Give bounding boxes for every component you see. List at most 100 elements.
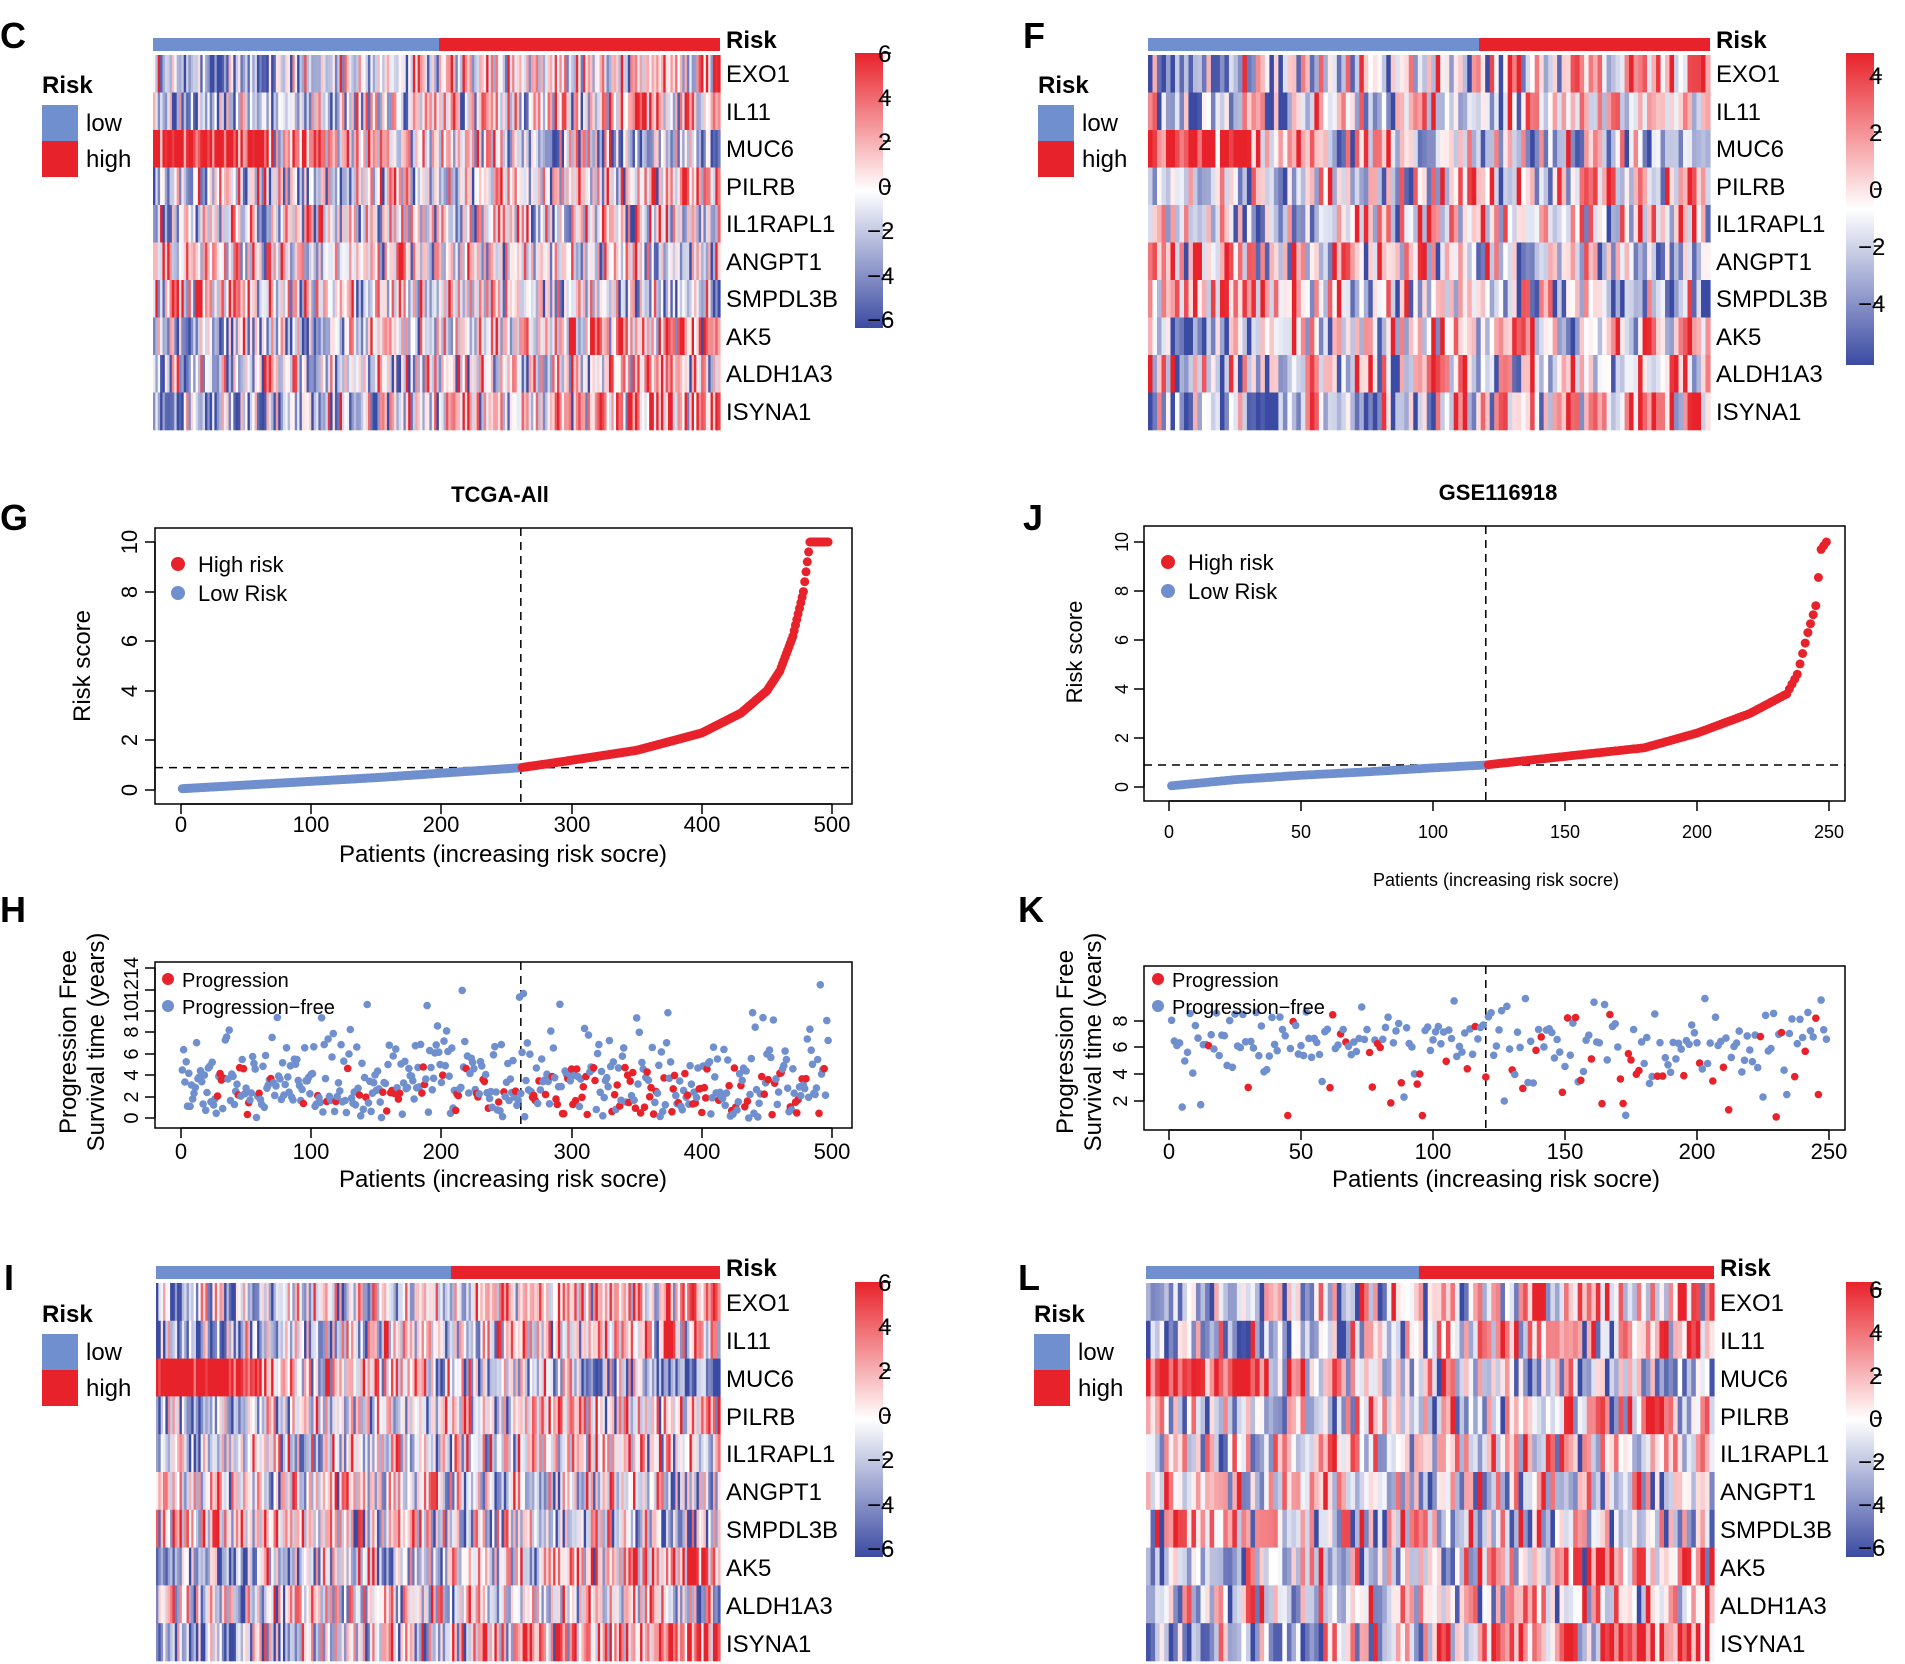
heatmap-cell: [1323, 242, 1329, 281]
progression-free-point: [358, 1059, 366, 1068]
progression-free-point: [191, 1083, 200, 1092]
x-tick-label: 50: [1291, 822, 1311, 842]
heatmap-cell: [1705, 280, 1711, 318]
heatmap-cell: [715, 280, 719, 318]
heatmap-cell: [1215, 280, 1221, 318]
heatmap-cell: [403, 205, 407, 243]
heatmap-cell: [637, 355, 641, 393]
heatmap-cell: [1539, 355, 1545, 393]
heatmap-cell: [556, 317, 560, 356]
heatmap-cell: [169, 167, 173, 206]
panel-label-j: J: [1023, 497, 1043, 538]
heatmap-cell: [351, 317, 355, 356]
heatmap-cell: [169, 92, 173, 131]
heatmap-cell: [247, 55, 251, 93]
heatmap-cell: [675, 280, 679, 318]
colorbar-ticks: 6 4 2 0 −2 −4 −6: [867, 41, 894, 334]
heatmap-cell: [580, 130, 584, 168]
heatmap-cell: [157, 317, 161, 356]
heatmap-cell: [1255, 205, 1261, 243]
heatmap-cell: [474, 55, 478, 93]
heatmap-cell: [1435, 355, 1441, 393]
heatmap-cell: [318, 92, 322, 131]
heatmap-cell: [1467, 317, 1473, 356]
heatmap-cell: [1597, 205, 1603, 243]
heatmap-cell: [337, 130, 341, 168]
heatmap-cell: [405, 167, 409, 206]
heatmap-cell: [1408, 280, 1414, 318]
heatmap-cell: [249, 242, 253, 281]
heatmap-cell: [1179, 92, 1185, 131]
progression-point: [560, 1109, 568, 1118]
heatmap-cell: [1251, 355, 1257, 393]
heatmap-cell: [1507, 242, 1513, 281]
heatmap-cell: [521, 280, 525, 318]
heatmap-cell: [634, 205, 638, 243]
heatmap-cell: [1183, 167, 1190, 206]
heatmap-cell: [538, 205, 542, 243]
heatmap-cell: [1224, 242, 1230, 281]
heatmap-cell: [419, 167, 423, 206]
progression-free-point: [767, 1053, 775, 1062]
heatmap-cell: [691, 355, 695, 393]
heatmap-cell: [238, 317, 242, 356]
heatmap-cell: [627, 280, 631, 318]
heatmap-cell: [327, 242, 331, 281]
heatmap-cell: [1255, 355, 1261, 393]
heatmap-cell: [372, 355, 376, 393]
heatmap-cell: [1359, 242, 1365, 281]
heatmap-cell: [642, 280, 645, 318]
heatmap-cell: [500, 92, 504, 131]
heatmap-cell: [637, 317, 641, 356]
heatmap-cell: [568, 242, 572, 281]
heatmap-cell: [1525, 92, 1531, 131]
heatmap-cell: [287, 55, 291, 93]
heatmap-cell: [618, 242, 622, 281]
heatmap-cell: [512, 130, 516, 168]
heatmap-cell: [1624, 355, 1630, 393]
heatmap-cell: [1494, 92, 1500, 131]
heatmap-cell: [235, 392, 239, 431]
heatmap-cell: [252, 205, 256, 243]
progression-free-point: [340, 1057, 348, 1065]
progression-free-point: [276, 1075, 284, 1083]
heatmap-cell: [1413, 317, 1419, 356]
heatmap-cell: [1395, 280, 1401, 318]
heatmap-cell: [226, 167, 230, 206]
heatmap-cell: [528, 167, 532, 206]
heatmap-cell: [178, 280, 182, 318]
heatmap-cell: [1539, 392, 1545, 431]
heatmap-cell: [1579, 205, 1585, 243]
heatmap-cell: [313, 355, 317, 393]
heatmap-cell: [1323, 355, 1329, 393]
heatmap-cell: [1192, 280, 1199, 318]
heatmap-cell: [526, 92, 530, 131]
heatmap-cell: [304, 242, 308, 281]
heatmap-cell: [233, 130, 237, 168]
y-tick-label: 8: [1112, 586, 1132, 596]
heatmap-cell: [1453, 392, 1459, 431]
progression-free-point: [448, 1044, 456, 1052]
heatmap-cell: [696, 92, 700, 131]
heatmap-cell: [431, 92, 435, 131]
heatmap-cell: [1575, 130, 1581, 168]
heatmap-cell: [1660, 92, 1666, 131]
heatmap-cell: [658, 205, 662, 243]
heatmap-cell: [160, 130, 164, 168]
heatmap-cell: [649, 205, 653, 243]
heatmap-cell: [646, 392, 650, 431]
heatmap-cell: [1148, 355, 1154, 393]
heatmap-cell: [696, 280, 700, 318]
heatmap-cell: [710, 242, 714, 281]
heatmap-cell: [190, 55, 194, 93]
heatmap-cell: [212, 280, 216, 318]
heatmap-cell: [1354, 355, 1360, 393]
progression-free-point: [316, 1098, 325, 1107]
y-tick-label: 0: [117, 784, 142, 796]
heatmap-cell: [221, 317, 225, 356]
heatmap-cell: [1552, 167, 1558, 206]
heatmap-cell: [1539, 242, 1545, 281]
progression-free-point: [751, 1023, 759, 1031]
heatmap-cell: [514, 242, 518, 281]
heatmap-cell: [1201, 205, 1208, 243]
